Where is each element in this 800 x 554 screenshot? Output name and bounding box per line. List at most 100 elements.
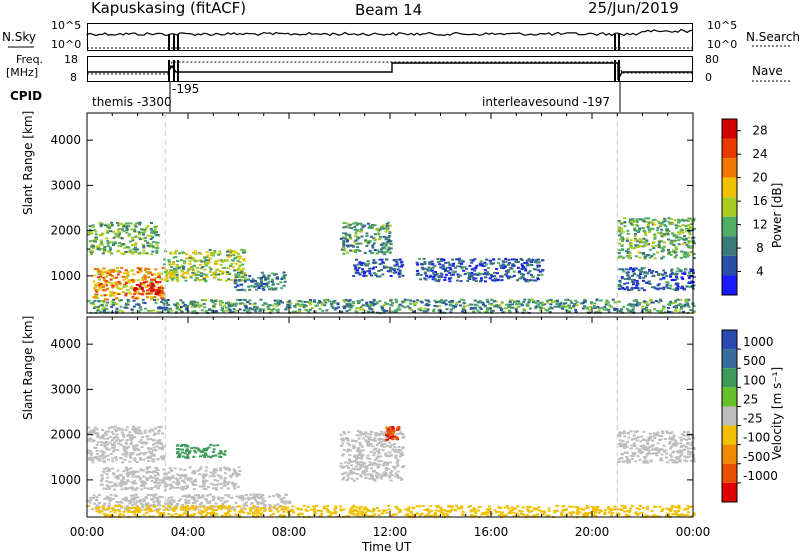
power-cell bbox=[670, 302, 674, 305]
power-cell bbox=[372, 261, 376, 264]
velocity-cell bbox=[665, 456, 668, 459]
velocity-cell bbox=[375, 472, 379, 475]
velocity-cell bbox=[87, 499, 91, 502]
velocity-cell bbox=[172, 499, 176, 502]
velocity-cell bbox=[621, 453, 625, 456]
velocity-cell bbox=[376, 466, 380, 469]
power-cell bbox=[653, 218, 657, 221]
velocity-cell bbox=[201, 450, 205, 453]
power-cell bbox=[353, 240, 357, 243]
velocity-cell bbox=[155, 497, 159, 500]
power-cell bbox=[97, 270, 101, 273]
velocity-cell bbox=[168, 478, 172, 481]
power-cell bbox=[365, 301, 369, 304]
velocity-cell bbox=[219, 469, 223, 472]
power-cell bbox=[583, 298, 587, 301]
power-cell bbox=[155, 289, 159, 291]
velocity-cell bbox=[649, 436, 653, 439]
velocity-cell bbox=[136, 428, 140, 431]
velocity-cell bbox=[209, 482, 213, 485]
power-cell bbox=[329, 302, 333, 305]
velocity-cell bbox=[628, 460, 631, 463]
power-cell bbox=[508, 303, 512, 306]
power-cell bbox=[235, 302, 238, 305]
velocity-cell bbox=[690, 447, 694, 450]
power-cell bbox=[647, 303, 651, 306]
power-cell bbox=[175, 276, 179, 279]
power-cell bbox=[170, 275, 174, 278]
power-cell bbox=[105, 270, 109, 273]
freq-label-line2: [MHz] bbox=[6, 66, 39, 79]
power-cell bbox=[219, 263, 223, 266]
power-cell bbox=[619, 310, 623, 313]
power-cell bbox=[595, 299, 599, 302]
power-cell bbox=[687, 245, 690, 248]
velocity-cell bbox=[636, 455, 640, 458]
power-cell bbox=[385, 228, 389, 231]
power-cell bbox=[102, 306, 106, 309]
power-cell bbox=[122, 225, 126, 228]
power-cell bbox=[130, 269, 134, 272]
power-cell bbox=[131, 239, 135, 242]
velocity-cell bbox=[240, 507, 244, 510]
power-cell bbox=[633, 219, 637, 222]
power-cell bbox=[637, 289, 641, 292]
power-cell bbox=[142, 245, 146, 248]
power-cell bbox=[471, 259, 475, 262]
power-cell bbox=[463, 273, 467, 275]
velocity-cell bbox=[384, 472, 388, 474]
velocity-cell bbox=[176, 456, 180, 459]
power-cell bbox=[208, 249, 212, 251]
power-cell bbox=[656, 288, 660, 291]
power-cell bbox=[92, 280, 96, 283]
velocity-cell bbox=[115, 458, 118, 461]
velocity-cell bbox=[439, 508, 443, 510]
power-cell bbox=[143, 278, 147, 281]
power-cell bbox=[649, 221, 653, 224]
velocity-cell bbox=[232, 468, 236, 471]
power-cell bbox=[105, 224, 109, 227]
power-cell bbox=[651, 223, 655, 226]
power-cell bbox=[378, 238, 382, 241]
power-cell bbox=[195, 304, 199, 307]
velocity-cell bbox=[174, 486, 178, 489]
power-cell bbox=[381, 307, 385, 310]
velocity-cell bbox=[386, 432, 390, 435]
power-cell bbox=[644, 232, 647, 235]
power-cell bbox=[194, 274, 198, 277]
velocity-cell bbox=[205, 448, 209, 451]
power-cell bbox=[201, 266, 205, 268]
velocity-cell bbox=[232, 483, 236, 486]
velocity-cell bbox=[153, 442, 157, 445]
velocity-cell bbox=[165, 472, 169, 475]
velocity-cell bbox=[192, 501, 196, 504]
power-cell bbox=[394, 311, 398, 314]
velocity-cell bbox=[194, 480, 198, 483]
velocity-cell bbox=[150, 509, 154, 512]
power-cell bbox=[318, 299, 321, 302]
power-cell bbox=[507, 309, 511, 312]
power-cell bbox=[485, 263, 489, 266]
velocity-cell bbox=[258, 497, 262, 500]
velocity-cell bbox=[519, 512, 523, 515]
velocity-cell bbox=[152, 494, 156, 497]
power-cell bbox=[271, 283, 275, 286]
power-cell bbox=[515, 303, 519, 306]
power-cell bbox=[157, 289, 161, 292]
velocity-cell bbox=[190, 497, 194, 500]
power-cell bbox=[635, 220, 639, 223]
power-cell bbox=[218, 270, 222, 273]
velocity-cell bbox=[568, 505, 572, 508]
power-cell bbox=[368, 250, 372, 253]
power-cell bbox=[219, 259, 223, 262]
power-cell bbox=[93, 287, 97, 290]
power-cell bbox=[673, 279, 677, 281]
velocity-cell bbox=[200, 501, 203, 504]
power-cell bbox=[368, 272, 372, 275]
power-cell bbox=[181, 301, 185, 304]
power-cell bbox=[651, 227, 655, 230]
power-cell bbox=[127, 300, 131, 303]
velocity-cell bbox=[142, 513, 146, 516]
power-cell bbox=[373, 238, 377, 241]
velocity-cell bbox=[119, 484, 123, 487]
